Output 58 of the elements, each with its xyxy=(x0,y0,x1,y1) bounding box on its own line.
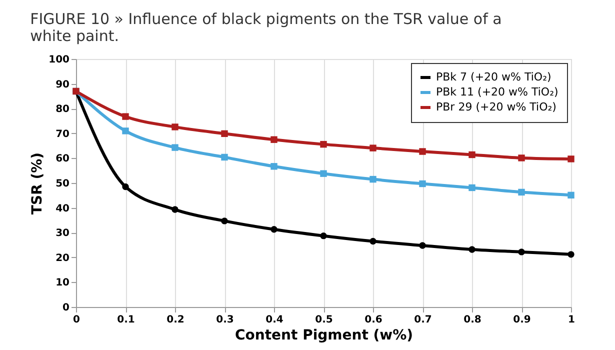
x-tick-label: 0.1 xyxy=(117,314,135,326)
point xyxy=(370,144,376,152)
x-tick-label: 0.3 xyxy=(216,314,234,326)
point xyxy=(568,156,574,162)
legend-label: PBr 29 (+20 w% TiO₂) xyxy=(436,100,556,114)
point xyxy=(221,130,228,137)
point xyxy=(172,144,178,151)
point xyxy=(270,226,278,233)
point xyxy=(320,140,327,148)
point xyxy=(320,232,327,240)
y-tick-label: 20 xyxy=(56,252,70,264)
chart-title: FIGURE 10 » Influence of black pigments on the TSR value of a white paint. xyxy=(30,10,502,45)
point xyxy=(568,192,574,199)
point xyxy=(122,128,129,134)
point xyxy=(468,151,476,158)
y-tick-label: 60 xyxy=(56,154,70,165)
point xyxy=(122,183,129,190)
point xyxy=(468,184,476,192)
y-tick-label: 90 xyxy=(56,79,70,90)
legend-label: PBk 11 (+20 w% TiO₂) xyxy=(436,86,558,98)
y-tick-label: 30 xyxy=(56,228,70,240)
point xyxy=(270,163,278,170)
x-tick-label: 0.7 xyxy=(414,314,432,326)
y-tick-label: 40 xyxy=(56,203,70,214)
x-tick-label: 1 xyxy=(568,314,576,326)
x-tick-label: 0.5 xyxy=(315,314,333,326)
point xyxy=(370,176,376,183)
x-tick-label: 0.2 xyxy=(166,314,184,326)
point xyxy=(419,180,426,188)
point xyxy=(320,170,327,177)
y-tick-label: 80 xyxy=(56,104,70,116)
point xyxy=(518,248,525,256)
point xyxy=(518,188,525,196)
point xyxy=(468,246,476,253)
point xyxy=(122,113,129,120)
point xyxy=(270,136,278,143)
point xyxy=(221,218,228,224)
point xyxy=(568,251,574,258)
y-tick-label: 0 xyxy=(62,302,70,314)
legend-label: PBk 7 (+20 w% TiO₂) xyxy=(436,70,552,84)
x-tick-label: 0 xyxy=(73,314,80,326)
point xyxy=(419,242,426,249)
x-axis-title: Content Pigment (w%) xyxy=(234,328,414,344)
x-tick-label: 0.6 xyxy=(364,314,382,326)
x-tick-label: 0.9 xyxy=(513,314,531,326)
point xyxy=(221,154,228,161)
point xyxy=(172,206,178,213)
y-tick-label: 10 xyxy=(56,278,70,289)
point xyxy=(172,124,178,130)
point xyxy=(419,148,426,155)
point xyxy=(370,238,376,245)
point xyxy=(518,154,525,162)
y-tick-label: 100 xyxy=(48,54,70,66)
y-tick-label: 50 xyxy=(56,178,70,190)
x-tick-label: 0.4 xyxy=(266,314,284,326)
y-tick-label: 70 xyxy=(56,128,70,140)
y-axis-title: TSR (%) xyxy=(30,152,46,215)
x-tick-label: 0.8 xyxy=(464,314,482,326)
